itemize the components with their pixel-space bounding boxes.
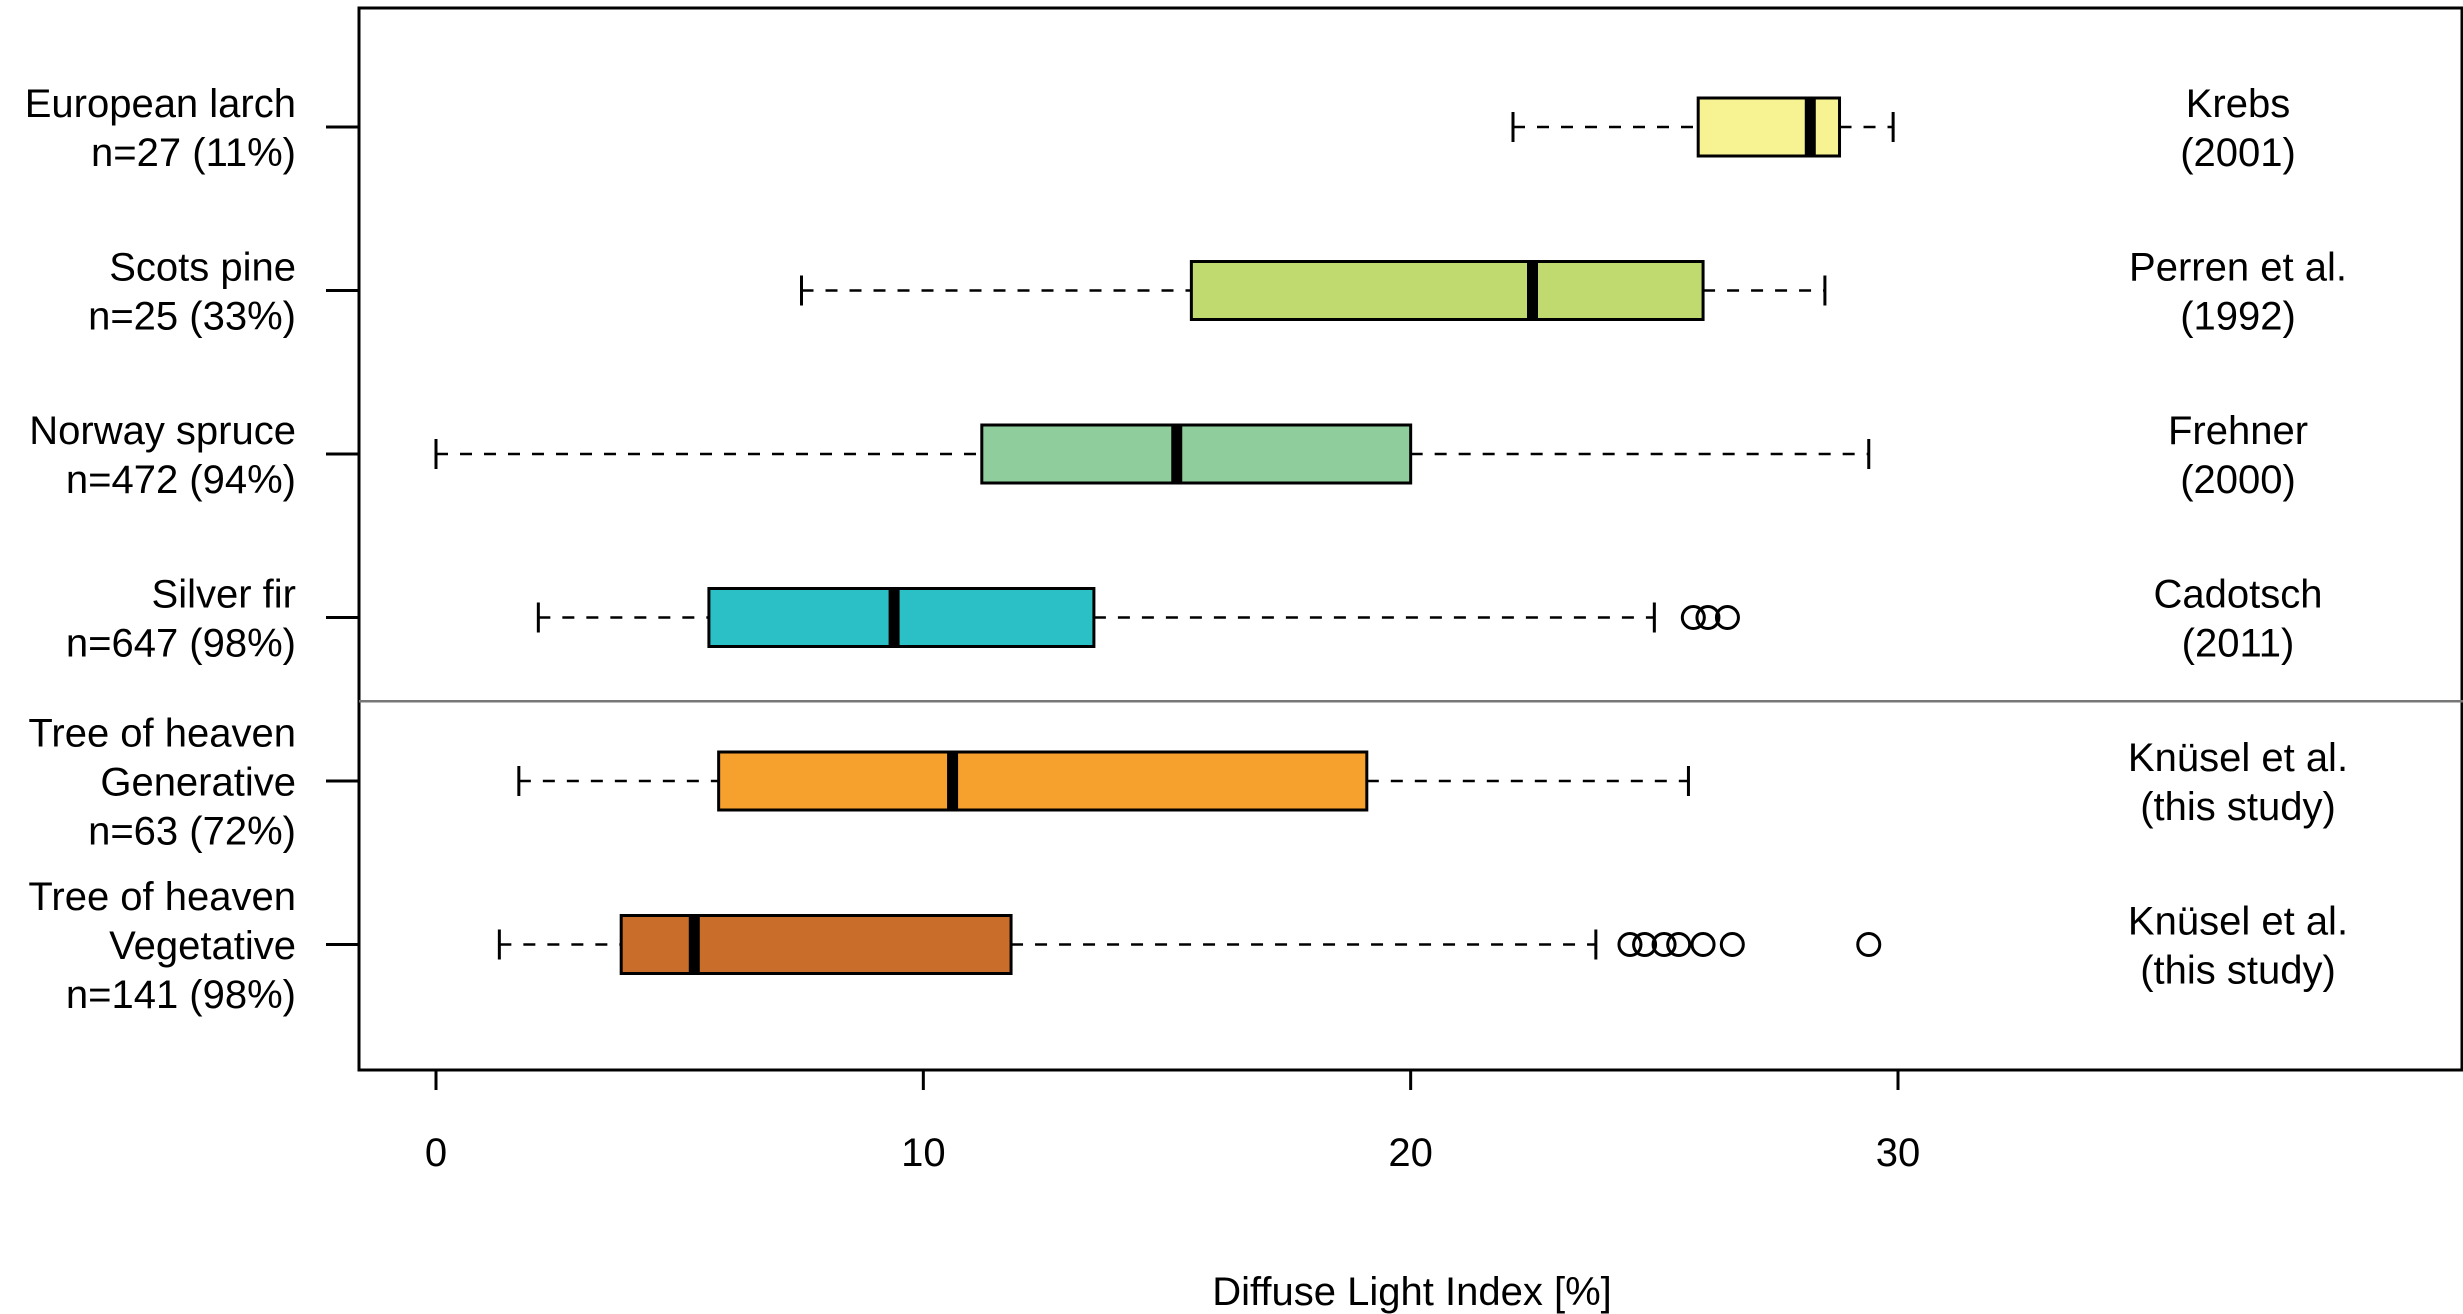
source-annotation: (this study) xyxy=(2140,785,2336,829)
outlier-point xyxy=(1719,932,1745,957)
x-tick-label: 30 xyxy=(1876,1131,1921,1175)
box xyxy=(980,423,1413,485)
chart-marks: 0 10 20 30 European larch n=27 (11%) Krebs (200… xyxy=(25,6,2463,1175)
outlier-point xyxy=(1690,932,1716,957)
outlier-point xyxy=(1695,605,1721,630)
category-label: n=141 (98%) xyxy=(66,973,296,1017)
source-annotation: Perren et al. xyxy=(2129,245,2347,289)
category-label: Generative xyxy=(100,760,296,804)
source-annotation: (2001) xyxy=(2180,131,2296,175)
category-label: n=63 (72%) xyxy=(88,809,296,853)
category-label: Tree of heaven xyxy=(28,711,296,755)
outlier-point xyxy=(1632,932,1658,957)
category-label: n=472 (94%) xyxy=(66,458,296,502)
outlier-point xyxy=(1666,932,1692,957)
box xyxy=(717,750,1369,812)
category-label: Silver fir xyxy=(152,572,296,616)
box xyxy=(619,914,1013,975)
source-annotation: Cadotsch xyxy=(2154,572,2323,616)
outlier-point xyxy=(1856,932,1882,957)
source-annotation: (2000) xyxy=(2180,458,2296,502)
category-label: n=25 (33%) xyxy=(88,294,296,338)
x-axis-label: Diffuse Light Index [%] xyxy=(1212,1270,1612,1314)
outlier-point xyxy=(1651,932,1677,957)
box xyxy=(1189,260,1705,321)
category-label: Tree of heaven xyxy=(28,875,296,919)
source-annotation: (1992) xyxy=(2180,294,2296,338)
category-label: European larch xyxy=(25,82,296,126)
x-tick-label: 10 xyxy=(901,1131,946,1175)
x-tick-label: 0 xyxy=(425,1131,447,1175)
outlier-point xyxy=(1714,605,1740,630)
category-label: Vegetative xyxy=(109,924,296,968)
x-tick-label: 20 xyxy=(1388,1131,1433,1175)
outlier-point xyxy=(1680,605,1706,630)
category-label: n=27 (11%) xyxy=(91,131,296,175)
source-annotation: (this study) xyxy=(2140,948,2336,992)
source-annotation: Krebs xyxy=(2186,82,2291,126)
outlier-point xyxy=(1617,932,1643,957)
category-label: Norway spruce xyxy=(29,409,296,453)
box xyxy=(707,587,1096,648)
category-label: n=647 (98%) xyxy=(66,621,296,665)
source-annotation: (2011) xyxy=(2182,621,2295,665)
source-annotation: Frehner xyxy=(2168,409,2308,453)
source-annotation: Knüsel et al. xyxy=(2128,899,2348,943)
category-label: Scots pine xyxy=(109,245,296,289)
box xyxy=(1696,96,1842,158)
source-annotation: Knüsel et al. xyxy=(2128,736,2348,780)
